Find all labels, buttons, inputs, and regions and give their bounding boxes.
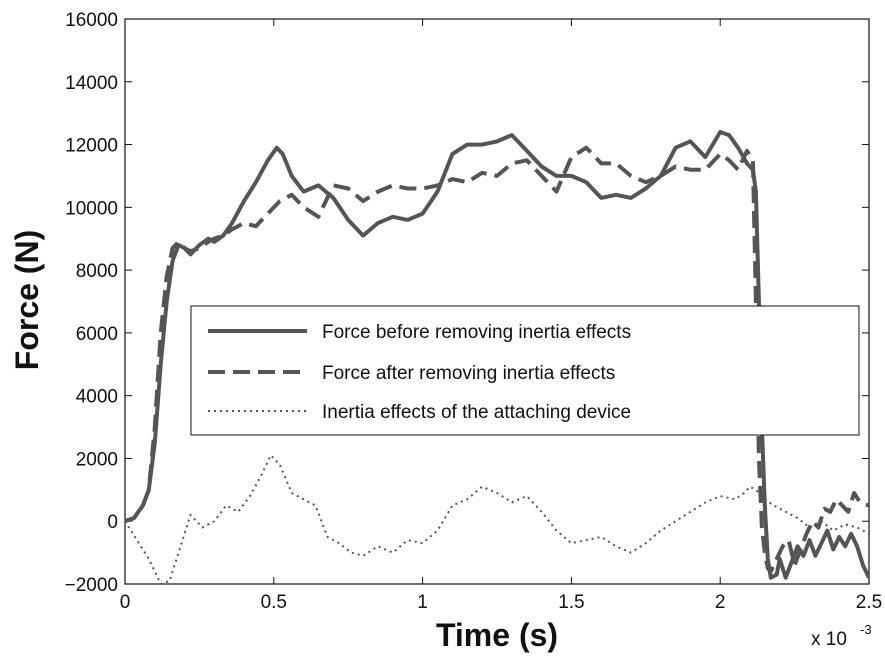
x-tick-label: 1 (417, 592, 428, 613)
x-multiplier-exponent: -3 (860, 622, 872, 637)
y-tick-label: 2000 (76, 449, 118, 470)
y-tick-label: 4000 (76, 387, 118, 408)
x-tick-label: 0 (120, 592, 131, 613)
x-multiplier-label: x 10 (811, 629, 847, 650)
legend: Force before removing inertia effects Fo… (190, 305, 860, 436)
y-tick-label: 0 (107, 512, 118, 533)
y-axis-title: Force (N) (9, 230, 45, 370)
y-tick-label: 14000 (65, 73, 118, 94)
plot-area (124, 18, 870, 585)
series-layer (125, 130, 869, 584)
y-tick-label: 8000 (76, 261, 118, 282)
y-tick-label: 10000 (65, 198, 118, 219)
x-tick-label: 1.5 (558, 592, 584, 613)
x-axis-ticks: 0 0.5 1 1.5 2 2.5 (120, 19, 882, 613)
y-tick-label: 6000 (76, 324, 118, 345)
y-tick-label: 16000 (65, 10, 118, 31)
series-line-dotted (125, 454, 869, 584)
legend-label-inertia: Inertia effects of the attaching device (322, 402, 631, 423)
x-tick-label: 0.5 (261, 592, 287, 613)
x-tick-label: 2.5 (856, 592, 882, 613)
y-tick-label: −2000 (65, 575, 118, 596)
legend-label-before: Force before removing inertia effects (322, 322, 631, 343)
y-tick-label: 12000 (65, 136, 118, 157)
legend-label-after: Force after removing inertia effects (322, 363, 615, 384)
x-axis-title: Time (s) (436, 617, 558, 653)
series-line-dashed (125, 145, 869, 574)
x-tick-label: 2 (715, 592, 726, 613)
legend-box (190, 305, 860, 436)
y-axis-ticks: −2000 0 2000 4000 6000 8000 10000 12000 14000 160… (65, 10, 869, 596)
